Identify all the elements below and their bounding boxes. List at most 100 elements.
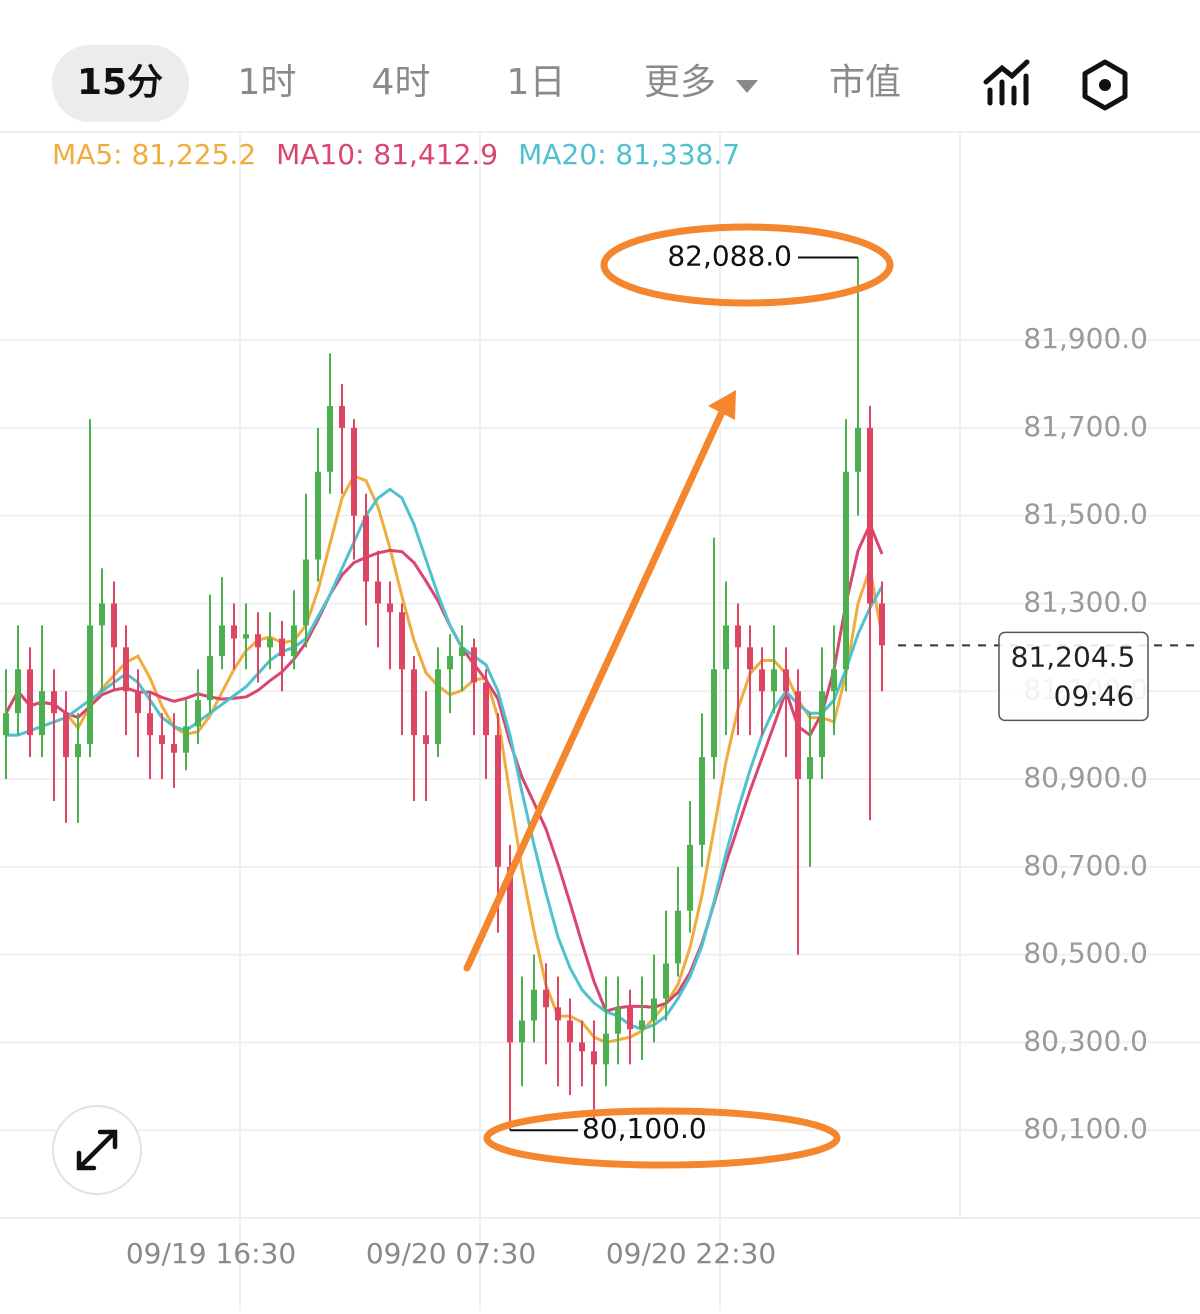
candle-body	[843, 471, 849, 670]
candle-body	[267, 638, 273, 648]
y-tick-label: 81,700.0	[1023, 410, 1148, 443]
y-tick-label: 81,900.0	[1023, 322, 1148, 355]
candle-body	[879, 603, 885, 646]
moving-averages	[4, 474, 884, 1044]
legend-entry: MA5: 81,225.2	[52, 138, 256, 171]
expand-button[interactable]	[52, 1105, 142, 1195]
candle-body	[519, 1020, 525, 1043]
candle-body	[663, 963, 669, 999]
last-price-box	[998, 631, 1149, 722]
candle-body	[447, 656, 453, 670]
candle-body	[867, 427, 873, 604]
y-tick-label: 81,300.0	[1023, 585, 1148, 618]
candles	[3, 257, 885, 1131]
candle-body	[135, 691, 141, 714]
y-tick-label: 80,700.0	[1023, 849, 1148, 882]
candle-body	[219, 625, 225, 657]
candle-body	[603, 1033, 609, 1065]
candle-body	[147, 713, 153, 736]
active-tab-pill	[52, 45, 189, 122]
candle-body	[711, 669, 717, 758]
tab[interactable]: 15分	[77, 62, 163, 103]
candle-body	[363, 515, 369, 582]
candle-body	[291, 625, 297, 657]
candle-body	[231, 625, 237, 639]
dropdown-caret[interactable]	[736, 80, 758, 93]
legend-entry: MA20: 81,338.7	[518, 138, 740, 171]
candle-body	[87, 625, 93, 744]
candle-body	[423, 735, 429, 744]
candle-body	[99, 603, 105, 626]
candle-body	[315, 471, 321, 560]
tab[interactable]: 1日	[507, 62, 566, 103]
y-tick-label: 81,500.0	[1023, 498, 1148, 531]
legend-entry: MA10: 81,412.9	[276, 138, 498, 171]
ma-line	[4, 474, 884, 1044]
candle-body	[399, 612, 405, 670]
candle-body	[195, 700, 201, 727]
candle-body	[639, 1020, 645, 1030]
candle-body	[507, 866, 513, 1043]
candle-body	[567, 1020, 573, 1043]
candle-body	[831, 669, 837, 692]
candle-body	[627, 1007, 633, 1030]
candle-body	[651, 998, 657, 1021]
y-tick-label: 80,100.0	[1023, 1112, 1148, 1145]
candle-body	[735, 625, 741, 648]
candle-body	[183, 726, 189, 753]
tab[interactable]: 1时	[238, 62, 297, 103]
candle-body	[699, 757, 705, 845]
settings-icon[interactable]	[1082, 59, 1128, 111]
candle-body	[543, 989, 549, 1008]
candle-body	[771, 669, 777, 692]
last-price-label: 81,204.5	[1011, 640, 1136, 673]
candle-body	[3, 713, 9, 736]
candle-body	[327, 405, 333, 472]
legend: MA5: 81,225.2 MA10: 81,412.9 MA20: 81,338.…	[52, 138, 740, 171]
candle-body	[579, 1042, 585, 1052]
candle-body	[687, 844, 693, 911]
low-marker-label: 80,100.0	[582, 1112, 707, 1145]
candle-body	[171, 743, 177, 753]
candle-body	[27, 669, 33, 736]
tab[interactable]: 更多	[644, 62, 716, 103]
tab[interactable]: 4时	[372, 62, 431, 103]
candle-body	[483, 682, 489, 736]
countdown: 09:46	[1054, 679, 1135, 712]
candle-body	[459, 647, 465, 657]
candle-body	[855, 427, 861, 472]
candle-body	[207, 656, 213, 701]
candle-body	[495, 735, 501, 867]
high-marker-label: 82,088.0	[667, 240, 792, 273]
ma-line	[6, 487, 884, 1031]
candle-body	[555, 1007, 561, 1021]
candle-body	[15, 669, 21, 714]
x-tick-label: 09/19 16:30	[126, 1237, 296, 1270]
candle-body	[591, 1051, 597, 1065]
candle-body	[783, 669, 789, 692]
grid: 81,900.081,700.081,500.081,300.081,100.0…	[0, 132, 1200, 1310]
x-tick-label: 09/20 07:30	[366, 1237, 536, 1270]
candle-body	[747, 647, 753, 670]
candle-body	[159, 735, 165, 744]
candle-body	[39, 691, 45, 736]
candle-body	[819, 691, 825, 758]
candle-body	[375, 581, 381, 604]
tab[interactable]: 市值	[829, 62, 901, 103]
candle-body	[759, 669, 765, 692]
candle-body	[411, 669, 417, 736]
candle-body	[471, 647, 477, 683]
x-tick-label: 09/20 22:30	[606, 1237, 776, 1270]
candle-body	[303, 559, 309, 626]
y-tick-label: 80,900.0	[1023, 761, 1148, 794]
candle-body	[255, 634, 261, 648]
candle-body	[351, 427, 357, 516]
candle-body	[435, 669, 441, 744]
candle-body	[111, 603, 117, 648]
candle-body	[615, 1007, 621, 1034]
indicator-icon[interactable]	[983, 59, 1030, 106]
candle-body	[531, 989, 537, 1021]
y-tick-label: 80,300.0	[1023, 1024, 1148, 1057]
markers: 82,088.0 80,100.0	[510, 240, 858, 1145]
candle-body	[339, 405, 345, 428]
